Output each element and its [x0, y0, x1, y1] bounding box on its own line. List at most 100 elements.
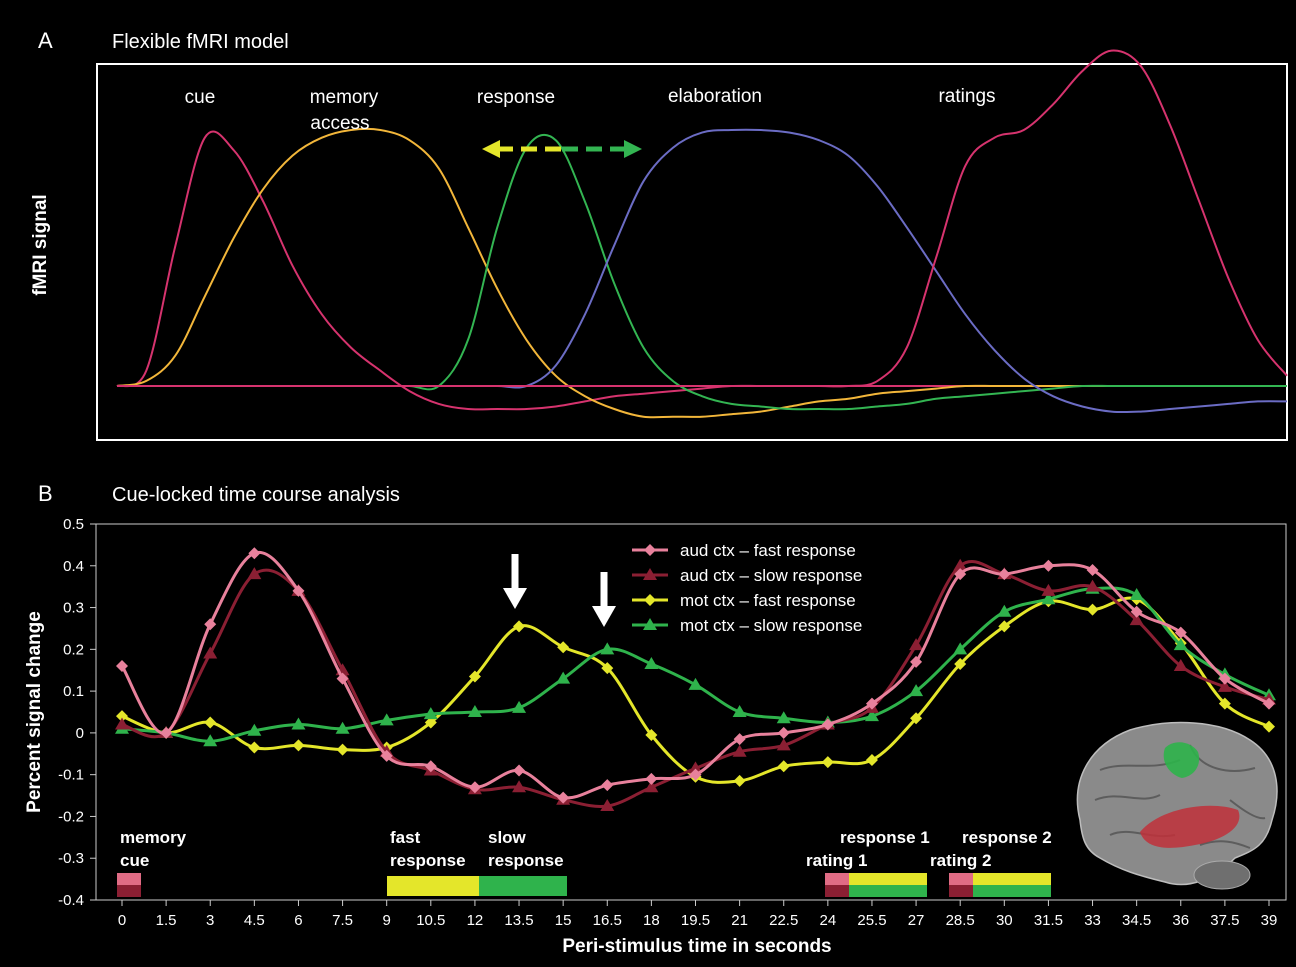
slow-peak-arrow-head — [592, 606, 616, 627]
data-point-aud-slow — [776, 738, 791, 751]
slow-response-box — [479, 876, 567, 896]
phase-label-ratings: ratings — [938, 86, 995, 107]
panel-a-curves — [116, 49, 1288, 419]
panel-a-letter: A — [38, 28, 53, 53]
x-tick-label: 1.5 — [156, 912, 177, 929]
legend-swatch-marker — [644, 594, 656, 606]
panel-b-axes: 0.50.40.30.20.10-0.1-0.2-0.3-0.40 1.5 3 4.5… — [58, 516, 1277, 929]
data-point-mot-fast — [336, 743, 349, 756]
x-tick-label: 33 — [1084, 912, 1101, 929]
x-tick-label: 9 — [383, 912, 391, 929]
data-point-aud-fast — [336, 672, 349, 685]
peak-arrows — [503, 554, 616, 627]
data-point-aud-fast — [954, 568, 967, 581]
y-tick-label: 0 — [76, 725, 84, 742]
panel-b: B Cue-locked time course analysis Percen… — [24, 481, 1287, 957]
legend-item-aud-slow: aud ctx – slow response — [632, 566, 862, 585]
data-point-mot-slow — [556, 671, 571, 684]
data-point-mot-slow — [997, 604, 1012, 617]
event-label-fast: fast — [390, 828, 421, 847]
legend-swatch-marker — [643, 568, 657, 580]
data-point-mot-fast — [248, 741, 261, 754]
data-point-mot-fast — [910, 712, 923, 725]
data-point-aud-fast — [689, 768, 702, 781]
data-point-aud-slow — [732, 744, 747, 757]
arrow-green-head — [624, 140, 642, 158]
phase-label-access: access — [310, 113, 369, 134]
x-tick-label: 28.5 — [946, 912, 975, 929]
cue-box-top — [117, 873, 141, 885]
phase-label-cue: cue — [185, 87, 216, 108]
data-point-mot-fast — [998, 620, 1011, 633]
data-point-mot-fast — [1086, 603, 1099, 616]
data-point-aud-fast — [821, 718, 834, 731]
legend-item-aud-fast: aud ctx – fast response — [632, 541, 856, 560]
data-point-mot-fast — [645, 728, 658, 741]
data-point-aud-slow — [1217, 679, 1232, 692]
data-point-aud-slow — [644, 780, 659, 793]
legend-swatch-marker — [644, 544, 656, 556]
data-point-mot-slow — [247, 723, 262, 736]
legend-label: mot ctx – fast response — [680, 591, 856, 610]
data-point-mot-slow — [688, 677, 703, 690]
data-point-mot-slow — [776, 711, 791, 724]
response1-box-top — [849, 873, 927, 885]
data-point-aud-fast — [513, 764, 526, 777]
y-tick-label: -0.4 — [58, 892, 84, 909]
data-point-aud-slow — [1041, 583, 1056, 596]
data-point-mot-fast — [468, 670, 481, 683]
x-tick-label: 18 — [643, 912, 660, 929]
x-tick-label: 19.5 — [681, 912, 710, 929]
x-tick-label: 25.5 — [857, 912, 886, 929]
model-curve-5 — [117, 49, 1288, 388]
series-line-aud-fast — [120, 550, 1270, 800]
data-point-aud-slow — [247, 567, 262, 580]
phase-label-elaboration: elaboration — [668, 86, 762, 107]
data-point-aud-fast — [160, 726, 173, 739]
data-point-mot-slow — [291, 717, 306, 730]
event-label-response1: response 1 — [840, 828, 930, 847]
data-point-mot-fast — [204, 716, 217, 729]
legend-label: mot ctx – slow response — [680, 616, 862, 635]
event-label-slow-response: response — [488, 851, 564, 870]
data-point-aud-fast — [424, 760, 437, 773]
legend-label: aud ctx – fast response — [680, 541, 856, 560]
data-point-aud-fast — [1130, 605, 1143, 618]
event-label-fast-response: response — [390, 851, 466, 870]
y-tick-label: 0.1 — [63, 683, 84, 700]
data-point-mot-slow — [379, 713, 394, 726]
data-point-aud-slow — [1129, 613, 1144, 626]
x-tick-label: 13.5 — [504, 912, 533, 929]
data-point-mot-slow — [335, 721, 350, 734]
data-point-aud-fast — [910, 655, 923, 668]
x-tick-label: 31.5 — [1034, 912, 1063, 929]
x-tick-label: 39 — [1261, 912, 1278, 929]
data-point-aud-fast — [1263, 697, 1275, 710]
data-point-aud-fast — [557, 791, 570, 804]
data-point-aud-fast — [204, 618, 217, 631]
data-point-mot-fast — [513, 620, 526, 633]
data-point-aud-slow — [600, 799, 615, 811]
data-point-aud-fast — [998, 568, 1011, 581]
brain-image — [1076, 721, 1278, 890]
data-point-mot-slow — [600, 642, 615, 655]
x-tick-label: 7.5 — [332, 912, 353, 929]
x-tick-label: 27 — [908, 912, 925, 929]
data-point-mot-fast — [821, 756, 834, 769]
fast-peak-arrow-head — [503, 588, 527, 609]
event-label-rating1: rating 1 — [806, 851, 867, 870]
legend: aud ctx – fast response aud ctx – slow re… — [632, 541, 862, 635]
data-point-mot-slow — [423, 707, 438, 720]
phase-label-response: response — [477, 87, 555, 108]
data-point-mot-fast — [116, 710, 128, 723]
x-tick-label: 37.5 — [1210, 912, 1239, 929]
series-aud-fast — [116, 547, 1275, 804]
data-point-mot-slow — [512, 700, 527, 713]
panel-b-xlabel: Peri-stimulus time in seconds — [562, 936, 831, 957]
data-point-mot-slow — [467, 705, 482, 717]
event-label-memory: memory — [120, 828, 187, 847]
legend-item-mot-slow: mot ctx – slow response — [632, 616, 862, 635]
motor-cortex-highlight — [1163, 742, 1200, 778]
data-point-mot-fast — [292, 739, 305, 752]
data-point-mot-fast — [733, 774, 746, 787]
